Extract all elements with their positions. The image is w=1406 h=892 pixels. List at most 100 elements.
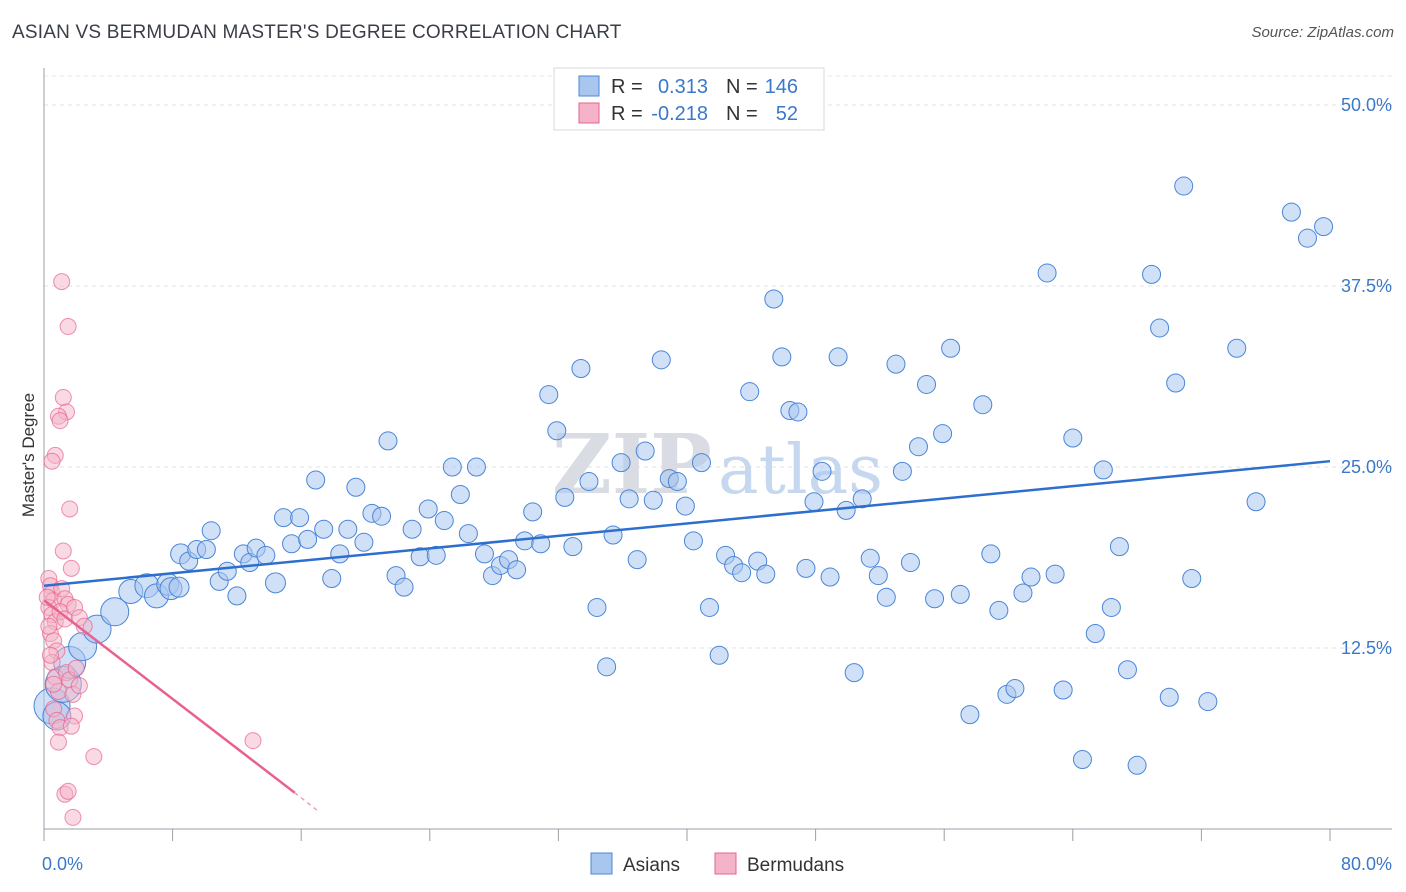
- asian-point-76: [675, 496, 695, 516]
- asian-point-137: [1227, 338, 1247, 358]
- asian-point-117: [1013, 583, 1033, 603]
- asian-point-28: [290, 508, 310, 528]
- asian-point-59: [539, 385, 559, 405]
- asian-point-107: [925, 589, 945, 609]
- asian-point-118: [1021, 567, 1041, 587]
- asian-point-38: [372, 506, 392, 526]
- source-label: Source: ZipAtlas.com: [1251, 24, 1394, 41]
- asian-point-92: [804, 492, 824, 512]
- asian-point-129: [1127, 755, 1147, 775]
- asian-point-119: [1037, 263, 1057, 283]
- asian-point-75: [667, 471, 687, 491]
- trend-lines: [43, 459, 1331, 813]
- asian-point-35: [346, 477, 366, 497]
- asian-point-46: [434, 511, 454, 531]
- asian-point-96: [836, 500, 856, 520]
- asian-point-128: [1117, 660, 1137, 680]
- asian-point-113: [981, 544, 1001, 564]
- asian-point-131: [1150, 318, 1170, 338]
- asian-point-93: [812, 461, 832, 481]
- x-tick-label-1: 80.0%: [1341, 854, 1392, 874]
- y-axis-label: Master's Degree: [19, 393, 38, 517]
- asian-point-61: [555, 487, 575, 507]
- y-tick-label-1: 25.0%: [1341, 457, 1392, 477]
- asian-point-130: [1142, 264, 1162, 284]
- asian-point-136: [1198, 692, 1218, 712]
- asian-point-120: [1045, 564, 1065, 584]
- bermudan-point-34: [61, 500, 79, 518]
- asian-point-72: [643, 490, 663, 510]
- asian-point-98: [852, 489, 872, 509]
- asian-point-25: [264, 572, 286, 594]
- legend-asian-r-value: 0.313: [658, 76, 708, 98]
- bermudan-point-50: [45, 675, 63, 693]
- asian-point-94: [820, 567, 840, 587]
- bermudan-point-47: [38, 588, 56, 606]
- legend-bermudan-n-label: N =: [726, 103, 758, 125]
- trend-line-asians: [43, 459, 1331, 587]
- asian-point-124: [1085, 624, 1105, 644]
- asian-point-44: [418, 499, 438, 519]
- tick-labels: 12.5% 25.0% 37.5% 50.0% 0.0% 80.0%: [42, 95, 1392, 874]
- legend-bermudan-r-value: -0.218: [651, 103, 708, 125]
- asian-point-41: [394, 577, 414, 597]
- asian-point-110: [950, 584, 970, 604]
- asian-point-55: [507, 560, 527, 580]
- bermudan-point-33: [43, 452, 61, 470]
- legend-swatch-asian: [578, 75, 600, 97]
- asian-point-45: [426, 545, 446, 565]
- asian-point-102: [886, 354, 906, 374]
- asian-point-24: [256, 545, 276, 565]
- asian-point-91: [796, 558, 816, 578]
- asian-point-127: [1109, 537, 1129, 557]
- asian-point-12: [168, 576, 190, 598]
- asian-point-88: [772, 347, 792, 367]
- asian-point-17: [201, 521, 221, 541]
- bermudan-point-35: [62, 559, 80, 577]
- asian-point-77: [683, 531, 703, 551]
- asian-point-80: [709, 645, 729, 665]
- asian-point-121: [1053, 680, 1073, 700]
- asian-point-123: [1072, 749, 1092, 769]
- asian-point-101: [876, 587, 896, 607]
- bermudan-point-27: [59, 318, 77, 336]
- legend-bermudan-r-label: R =: [611, 103, 643, 125]
- bermudan-point-49: [41, 646, 59, 664]
- asian-point-78: [691, 453, 711, 473]
- bermudan-point-45: [85, 748, 103, 766]
- asian-point-95: [828, 347, 848, 367]
- asian-point-97: [844, 663, 864, 683]
- bermudan-point-22: [54, 542, 72, 560]
- asian-point-26: [274, 508, 294, 528]
- asian-point-34: [338, 519, 358, 539]
- asian-point-126: [1101, 597, 1121, 617]
- asian-point-32: [322, 568, 342, 588]
- bermudan-point-46: [244, 732, 262, 750]
- asian-point-66: [597, 657, 617, 677]
- asian-point-140: [1297, 228, 1317, 248]
- y-tick-label-0: 12.5%: [1341, 638, 1392, 658]
- asian-point-87: [764, 289, 784, 309]
- bermudan-point-41: [62, 717, 80, 735]
- x-tick-label-0: 0.0%: [42, 854, 83, 874]
- asian-point-49: [458, 524, 478, 544]
- y-tick-label-2: 37.5%: [1341, 276, 1392, 296]
- legend-asian-n-label: N =: [726, 76, 758, 98]
- asian-point-20: [227, 586, 247, 606]
- asian-point-51: [474, 544, 494, 564]
- asian-point-57: [523, 502, 543, 522]
- legend-asian-n-value: 146: [765, 76, 798, 98]
- asian-point-30: [306, 470, 326, 490]
- asian-point-116: [1005, 679, 1025, 699]
- bermudan-point-28: [54, 388, 72, 406]
- asian-point-90: [788, 402, 808, 422]
- asian-point-141: [1314, 217, 1334, 237]
- asian-point-138: [1246, 492, 1266, 512]
- chart-title: ASIAN VS BERMUDAN MASTER'S DEGREE CORREL…: [12, 22, 622, 43]
- asian-point-70: [627, 550, 647, 570]
- asian-point-69: [619, 489, 639, 509]
- asian-point-111: [960, 705, 980, 725]
- series-bermudans: [38, 273, 262, 826]
- asian-point-68: [611, 453, 631, 473]
